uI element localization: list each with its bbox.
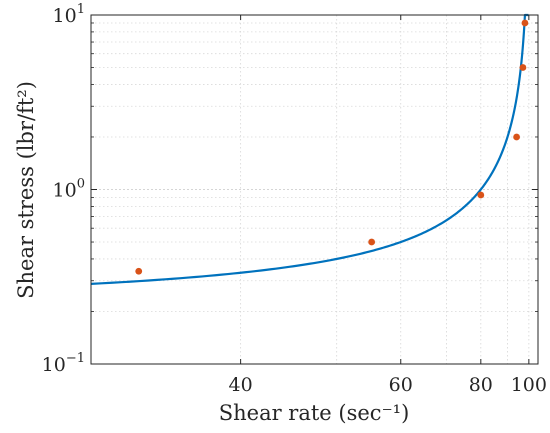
data-point bbox=[135, 267, 143, 275]
x-tick-label: 100 bbox=[511, 374, 547, 396]
y-axis-title: Shear stress (lbr/ft²) bbox=[14, 81, 38, 299]
tick-labels: 40 60 80 100 10−1 100 101 bbox=[42, 2, 547, 396]
data-point bbox=[368, 238, 376, 246]
data-point bbox=[513, 133, 520, 141]
x-tick-label: 60 bbox=[389, 374, 413, 396]
data-point bbox=[477, 191, 485, 199]
axis-ticks bbox=[91, 14, 538, 365]
y-tick-label: 101 bbox=[53, 2, 85, 27]
x-tick-label: 40 bbox=[229, 374, 253, 396]
x-axis-title: Shear rate (sec⁻¹) bbox=[219, 401, 410, 425]
x-tick-label: 80 bbox=[469, 374, 493, 396]
y-tick-label: 100 bbox=[53, 177, 85, 202]
data-point bbox=[521, 19, 529, 27]
data-point bbox=[519, 64, 527, 71]
plot-area bbox=[91, 15, 538, 364]
y-tick-label: 10−1 bbox=[42, 351, 85, 376]
